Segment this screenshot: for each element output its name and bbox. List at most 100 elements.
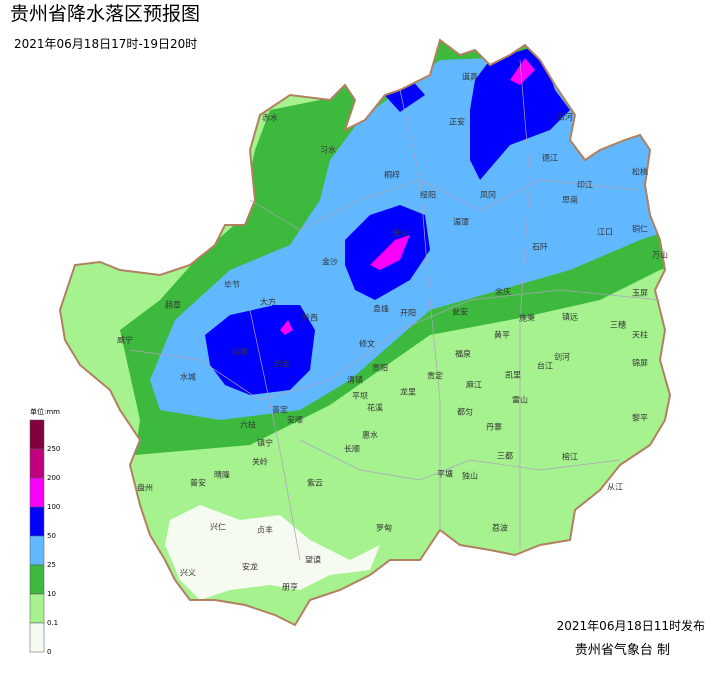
legend-box	[29, 593, 45, 624]
legend-box	[29, 622, 45, 653]
legend: 250 200 100 50 25 10 0.1 0	[29, 419, 60, 656]
place-label: 凤冈	[480, 191, 496, 200]
place-label: 平坝	[352, 392, 368, 401]
place-label: 毕节	[224, 280, 240, 290]
place-label: 金沙	[322, 257, 338, 267]
zone-blue	[470, 45, 570, 180]
place-label: 印江	[577, 181, 593, 190]
place-label: 平塘	[437, 469, 453, 479]
place-label: 道真	[462, 72, 478, 82]
place-label: 三都	[497, 452, 513, 461]
place-label: 锦屏	[632, 358, 648, 368]
place-label: 开阳	[400, 309, 416, 318]
place-label: 龙里	[400, 387, 416, 397]
place-label: 丹寨	[486, 422, 502, 432]
place-label: 罗甸	[376, 523, 392, 533]
zone-magenta	[398, 75, 410, 86]
place-label: 紫云	[307, 479, 323, 488]
legend-tick-label: 250	[47, 445, 60, 453]
place-label: 兴仁	[210, 522, 226, 532]
place-label: 安顺	[287, 415, 303, 425]
place-label: 六枝	[240, 420, 256, 430]
place-label: 沿河	[557, 112, 573, 122]
place-label: 雷山	[512, 395, 528, 405]
legend-tick-label: 10	[47, 590, 56, 598]
place-label: 黔西	[302, 313, 318, 323]
place-label: 德江	[542, 153, 558, 163]
place-label: 思南	[562, 195, 578, 205]
place-label: 黎平	[632, 413, 648, 423]
place-label: 玉屏	[632, 289, 648, 298]
place-label: 惠水	[362, 430, 378, 440]
place-label: 余庆	[495, 287, 511, 297]
legend-box	[29, 506, 45, 537]
place-label: 从江	[607, 483, 623, 492]
place-label: 荔波	[492, 523, 508, 533]
place-label: 福泉	[455, 349, 471, 359]
legend-unit: 单位:mm	[30, 407, 60, 416]
place-label: 独山	[462, 471, 478, 481]
place-label: 长顺	[344, 444, 360, 454]
place-label: 镇宁	[257, 438, 273, 448]
place-label: 贞丰	[257, 525, 273, 535]
place-label: 晴隆	[214, 470, 230, 480]
legend-box	[29, 564, 45, 595]
legend-tick-label: 100	[47, 503, 60, 511]
place-label: 习水	[320, 145, 336, 155]
legend-box	[29, 419, 45, 450]
place-label: 修文	[359, 339, 375, 349]
place-label: 榕江	[562, 452, 578, 462]
place-label: 施秉	[519, 313, 535, 323]
place-label: 册亨	[282, 582, 298, 592]
place-label: 桐梓	[384, 170, 400, 180]
place-label: 贵阳	[372, 363, 388, 373]
place-label: 赫章	[165, 300, 181, 310]
place-label: 天柱	[632, 330, 648, 340]
place-label: 镇远	[562, 312, 578, 322]
zone-white	[165, 505, 380, 600]
place-label: 江口	[597, 228, 613, 237]
place-label: 威宁	[117, 335, 133, 345]
title: 贵州省降水落区预报图	[10, 3, 200, 25]
place-label: 关岭	[252, 457, 268, 467]
place-label: 望谟	[305, 555, 321, 565]
place-label: 织金	[274, 359, 290, 369]
legend-tick-label: 0	[47, 648, 51, 656]
place-label: 三穗	[610, 320, 626, 330]
place-label: 黄平	[494, 330, 510, 340]
place-label: 瓮安	[452, 307, 468, 317]
subtitle: 2021年06月18日17时-19日20时	[14, 37, 197, 51]
legend-tick-label: 200	[47, 474, 60, 482]
place-label: 绥阳	[420, 190, 436, 200]
place-label: 石阡	[532, 243, 548, 252]
place-label: 麻江	[466, 380, 482, 390]
zone-magenta	[370, 235, 410, 270]
place-label: 普安	[190, 478, 206, 488]
legend-tick-label: 25	[47, 561, 56, 569]
place-label: 盘州	[137, 483, 153, 493]
place-label: 大方	[260, 297, 276, 307]
place-label: 安龙	[242, 562, 258, 572]
place-label: 万山	[652, 250, 668, 260]
zone-magenta	[280, 320, 293, 335]
place-label: 赤水	[262, 113, 278, 123]
place-label: 贵定	[427, 371, 443, 381]
place-label: 水城	[180, 372, 196, 382]
place-label: 剑河	[554, 352, 570, 362]
place-label: 息烽	[373, 304, 389, 314]
legend-box	[29, 535, 45, 566]
zone-magenta	[510, 58, 535, 85]
legend-box	[29, 448, 45, 479]
legend-box	[29, 477, 45, 508]
place-label: 凯里	[505, 370, 521, 380]
place-label: 纳雍	[232, 347, 248, 357]
place-label: 普定	[272, 405, 288, 415]
place-label: 花溪	[367, 403, 383, 413]
place-label: 都匀	[457, 407, 473, 417]
place-label: 清镇	[347, 375, 363, 385]
place-label: 正安	[449, 117, 465, 127]
place-label: 铜仁	[632, 224, 648, 234]
